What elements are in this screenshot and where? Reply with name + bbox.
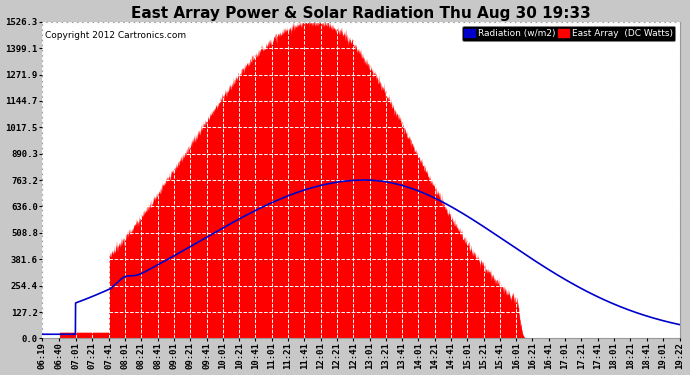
Legend: Radiation (w/m2), East Array  (DC Watts): Radiation (w/m2), East Array (DC Watts) [462, 26, 676, 40]
Title: East Array Power & Solar Radiation Thu Aug 30 19:33: East Array Power & Solar Radiation Thu A… [131, 6, 591, 21]
Text: Copyright 2012 Cartronics.com: Copyright 2012 Cartronics.com [45, 31, 186, 40]
